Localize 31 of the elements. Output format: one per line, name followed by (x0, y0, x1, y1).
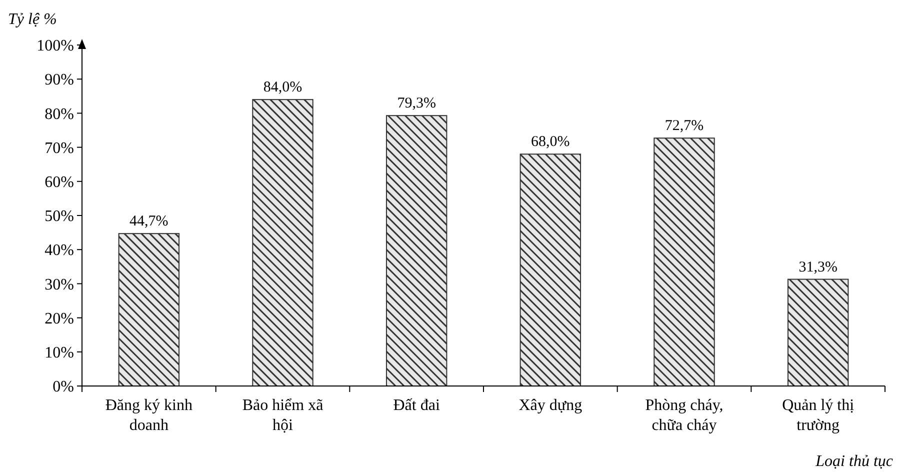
x-tick-label: Đất đai (393, 397, 440, 414)
data-label: 68,0% (531, 134, 570, 150)
x-tick-label: Quản lý thị trường (782, 397, 855, 434)
x-axis-title: Loại thủ tục (814, 453, 893, 470)
y-tick-label: 50% (44, 208, 74, 226)
y-axis-title: Tỷ lệ % (8, 11, 57, 28)
x-tick-label: Bảo hiểm xã hội (242, 397, 324, 434)
bar (386, 115, 448, 386)
y-tick-label: 40% (44, 242, 74, 260)
data-label: 44,7% (130, 214, 168, 230)
y-tick-label: 30% (44, 276, 74, 294)
bar (654, 138, 715, 386)
y-tick-label: 100% (36, 38, 74, 55)
data-label: 72,7% (664, 118, 704, 134)
data-label: 31,3% (798, 259, 838, 276)
bar (118, 233, 180, 386)
y-tick-label: 10% (44, 344, 74, 362)
x-tick-label: Đăng ký kinh doanh (105, 397, 192, 434)
y-tick-label: 80% (44, 106, 74, 123)
y-tick-label: 60% (44, 174, 74, 191)
y-tick-label: 0% (52, 378, 74, 396)
data-label: 79,3% (397, 96, 436, 112)
data-label: 84,0% (263, 80, 302, 96)
bar (787, 278, 849, 386)
x-tick-label: Phòng cháy, chữa cháy (645, 397, 724, 434)
y-tick-label: 20% (44, 310, 74, 328)
bar (252, 99, 314, 386)
y-tick-label: 70% (44, 140, 74, 157)
x-tick-label: Xây dựng (518, 397, 582, 414)
y-tick-label: 90% (44, 72, 74, 89)
bar (520, 154, 582, 386)
